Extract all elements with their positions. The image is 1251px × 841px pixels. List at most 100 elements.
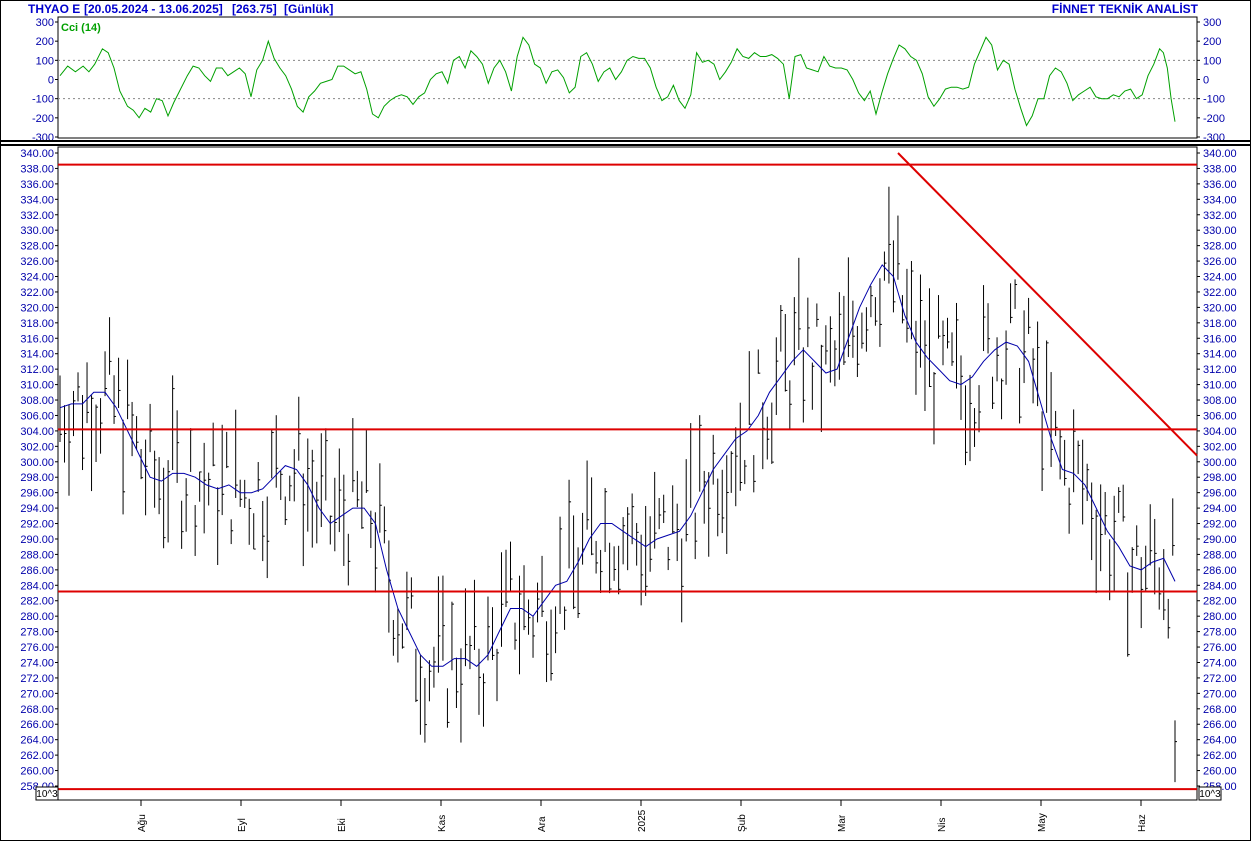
cci-tick-label: -100 — [32, 94, 54, 106]
price-tick-label-right: 276.00 — [1203, 642, 1237, 654]
x-tick-label: Mar — [837, 814, 848, 832]
price-tick-label-right: 288.00 — [1203, 549, 1237, 561]
price-tick-label: 284.00 — [20, 580, 54, 592]
price-tick-label-right: 296.00 — [1203, 488, 1237, 500]
cci-tick-label: -200 — [32, 113, 54, 125]
price-tick-label: 266.00 — [20, 719, 54, 731]
price-tick-label: 264.00 — [20, 735, 54, 747]
price-tick-label: 292.00 — [20, 519, 54, 531]
horizontal-levels — [58, 163, 1197, 791]
price-tick-label: 314.00 — [20, 349, 54, 361]
x-tick-label: Haz — [1137, 814, 1148, 832]
price-tick-label: 296.00 — [20, 488, 54, 500]
price-tick-label-right: 324.00 — [1203, 272, 1237, 284]
x-tick-label: Eki — [337, 818, 348, 832]
cci-tick-label: 0 — [48, 75, 54, 87]
price-tick-label: 270.00 — [20, 688, 54, 700]
price-tick-label-right: 328.00 — [1203, 241, 1237, 253]
cci-tick-label-right: -200 — [1203, 113, 1225, 125]
cci-tick-label-right: -300 — [1203, 132, 1225, 144]
cci-tick-label-right: 100 — [1203, 55, 1221, 67]
price-tick-label-right: 336.00 — [1203, 179, 1237, 191]
price-bars — [59, 186, 1177, 783]
price-tick-label-right: 340.00 — [1203, 148, 1237, 160]
price-plot-frame — [57, 146, 1198, 801]
price-tick-label-right: 326.00 — [1203, 256, 1237, 268]
price-tick-label-right: 262.00 — [1203, 750, 1237, 762]
price-tick-label: 312.00 — [20, 364, 54, 376]
price-tick-label: 304.00 — [20, 426, 54, 438]
price-tick-label-right: 294.00 — [1203, 503, 1237, 515]
price-tick-label-right: 286.00 — [1203, 565, 1237, 577]
downtrend-line — [897, 152, 1198, 457]
price-tick-label: 290.00 — [20, 534, 54, 546]
price-tick-label: 300.00 — [20, 457, 54, 469]
price-tick-label: 330.00 — [20, 225, 54, 237]
price-tick-label-right: 312.00 — [1203, 364, 1237, 376]
price-tick-label-right: 332.00 — [1203, 210, 1237, 222]
price-tick-label-right: 272.00 — [1203, 673, 1237, 685]
x-tick-label: Eyl — [237, 818, 248, 832]
price-tick-label: 282.00 — [20, 596, 54, 608]
price-tick-label-right: 306.00 — [1203, 410, 1237, 422]
price-tick-label: 310.00 — [20, 380, 54, 392]
price-tick-label-right: 300.00 — [1203, 457, 1237, 469]
price-tick-label-right: 284.00 — [1203, 580, 1237, 592]
price-tick-label: 272.00 — [20, 673, 54, 685]
price-tick-label-right: 318.00 — [1203, 318, 1237, 330]
price-tick-label-right: 308.00 — [1203, 395, 1237, 407]
cci-tick-label: 200 — [36, 36, 54, 48]
price-tick-label: 322.00 — [20, 287, 54, 299]
cci-tick-label-right: 0 — [1203, 75, 1209, 87]
price-tick-label: 294.00 — [20, 503, 54, 515]
cci-tick-label: 300 — [36, 17, 54, 29]
price-tick-label: 324.00 — [20, 272, 54, 284]
price-tick-label: 276.00 — [20, 642, 54, 654]
price-tick-label-right: 280.00 — [1203, 611, 1237, 623]
price-tick-label: 306.00 — [20, 410, 54, 422]
price-tick-label: 260.00 — [20, 766, 54, 778]
header-symbol: THYAO E — [28, 2, 80, 16]
price-tick-label: 274.00 — [20, 657, 54, 669]
price-tick-label: 286.00 — [20, 565, 54, 577]
price-tick-label: 308.00 — [20, 395, 54, 407]
price-y-axis-left: 340.00 338.00 336.00 334.00 332.00 330.00 328.… — [20, 148, 58, 793]
price-tick-label: 298.00 — [20, 472, 54, 484]
price-tick-label: 318.00 — [20, 318, 54, 330]
price-tick-label-right: 278.00 — [1203, 627, 1237, 639]
price-panel: 340.00 338.00 336.00 334.00 332.00 330.00 328.… — [20, 146, 1237, 801]
x-axis: Ağu Eyl Eki Kas Ara 2025 Şub Mar Nis May Haz — [137, 800, 1148, 832]
price-tick-label: 338.00 — [20, 163, 54, 175]
cci-tick-label-right: 200 — [1203, 36, 1221, 48]
cci-tick-label: 100 — [36, 55, 54, 67]
cci-indicator-label: Cci (14) — [61, 22, 101, 34]
price-tick-label-right: 334.00 — [1203, 194, 1237, 206]
header-last-price: [263.75] — [232, 2, 277, 16]
price-tick-label-right: 304.00 — [1203, 426, 1237, 438]
price-tick-label: 332.00 — [20, 210, 54, 222]
x-tick-label: May — [1037, 813, 1048, 832]
price-y-axis-right: 340.00 338.00 336.00 334.00 332.00 330.00 328.… — [1197, 148, 1237, 793]
x-tick-label: Şub — [737, 814, 748, 832]
price-tick-label-right: 316.00 — [1203, 333, 1237, 345]
price-tick-label-right: 260.00 — [1203, 766, 1237, 778]
price-tick-label-right: 322.00 — [1203, 287, 1237, 299]
price-tick-label-right: 302.00 — [1203, 441, 1237, 453]
price-tick-label-right: 268.00 — [1203, 704, 1237, 716]
price-tick-label-right: 338.00 — [1203, 163, 1237, 175]
price-tick-label: 326.00 — [20, 256, 54, 268]
scale-multiplier-left: 10^3 — [35, 786, 59, 801]
price-tick-label-right: 290.00 — [1203, 534, 1237, 546]
price-tick-label-right: 298.00 — [1203, 472, 1237, 484]
cci-tick-label-right: 300 — [1203, 17, 1221, 29]
price-tick-label-right: 330.00 — [1203, 225, 1237, 237]
header-period: [20.05.2024 - 13.06.2025] — [84, 2, 223, 16]
scale-multiplier-right-text: 10^3 — [1199, 789, 1221, 800]
x-tick-label: 2025 — [637, 809, 648, 832]
header-brand: FİNNET TEKNİK ANALİST — [1052, 1, 1199, 16]
price-tick-label: 334.00 — [20, 194, 54, 206]
price-tick-label-right: 320.00 — [1203, 302, 1237, 314]
price-tick-label: 340.00 — [20, 148, 54, 160]
